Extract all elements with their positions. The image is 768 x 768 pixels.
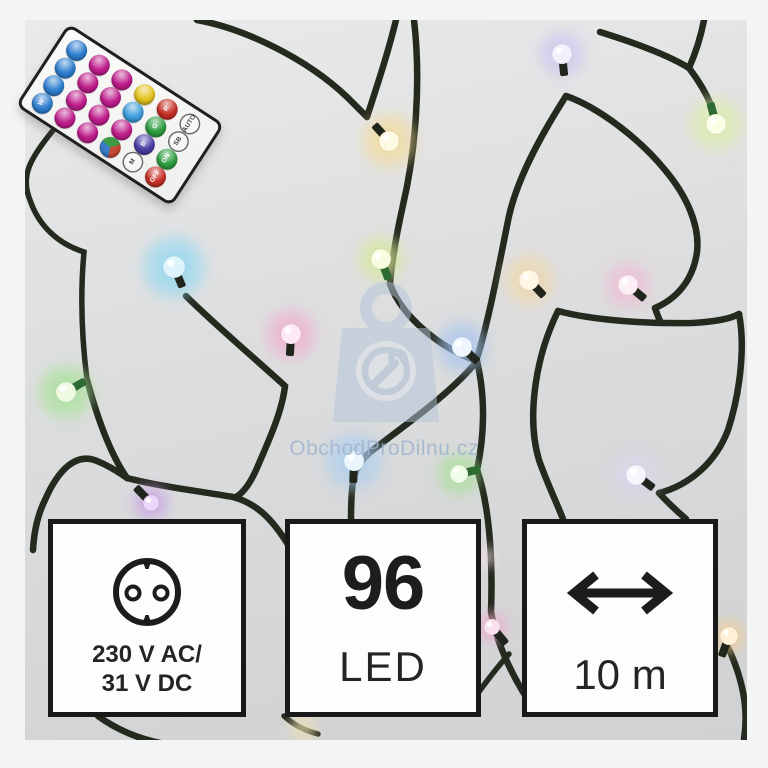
wire-segment bbox=[363, 20, 400, 121]
wire-segment bbox=[193, 20, 371, 121]
wire-segment bbox=[25, 125, 90, 383]
remote-button-label: OFF bbox=[148, 168, 162, 185]
remote-button-label: G bbox=[150, 122, 160, 131]
remote-button-label: M bbox=[127, 157, 137, 166]
led-bulb bbox=[538, 30, 586, 78]
led-bulb bbox=[133, 485, 169, 521]
led-bulb bbox=[265, 308, 317, 360]
led-bulb bbox=[503, 254, 555, 306]
wire-segment bbox=[562, 92, 701, 312]
led-bulb bbox=[612, 451, 660, 499]
wire-segment bbox=[596, 28, 693, 72]
led-bulb bbox=[436, 321, 488, 373]
wire-segment bbox=[685, 20, 708, 72]
led-count-value: 96 bbox=[341, 541, 426, 626]
remote-button-label: R bbox=[162, 104, 171, 113]
wire-segment bbox=[473, 357, 487, 474]
led-bulb bbox=[142, 235, 206, 299]
led-bulb bbox=[437, 452, 481, 496]
led-bulbs-layer bbox=[38, 30, 747, 740]
remote-button-label: W bbox=[37, 98, 47, 108]
info-box-power: 230 V AC/ 31 V DC bbox=[48, 519, 246, 717]
remote-button-label: AUTO bbox=[181, 113, 198, 134]
double-arrow-icon bbox=[560, 558, 680, 628]
led-bulb bbox=[711, 618, 747, 658]
led-bulb bbox=[476, 611, 509, 646]
wire-segment bbox=[655, 489, 690, 523]
remote-button-label: ON bbox=[160, 152, 173, 165]
info-box-length: 10 m bbox=[522, 519, 718, 717]
wire-segment bbox=[182, 292, 289, 501]
wire-segment bbox=[655, 310, 745, 497]
led-glow bbox=[289, 714, 317, 740]
power-value-line2: 31 V DC bbox=[101, 670, 193, 697]
led-bulb bbox=[38, 364, 94, 420]
led-bulb bbox=[688, 96, 744, 152]
length-value: 10 m bbox=[573, 651, 667, 698]
led-count-unit: LED bbox=[339, 643, 427, 690]
wire-segment bbox=[554, 307, 743, 327]
wire-segment bbox=[530, 307, 567, 523]
led-bulb bbox=[324, 431, 384, 491]
wire-segment bbox=[473, 92, 570, 362]
remote-button-label: B bbox=[139, 140, 148, 149]
power-socket-icon bbox=[106, 546, 188, 638]
wire-segment bbox=[29, 455, 131, 554]
led-bulb bbox=[357, 235, 405, 283]
led-bulb bbox=[361, 113, 417, 169]
led-bulb bbox=[604, 261, 652, 309]
info-box-led-count: 96 LED bbox=[285, 519, 481, 717]
wire-segment bbox=[723, 641, 747, 740]
power-value-line1: 230 V AC/ bbox=[92, 641, 202, 668]
remote-button-label: SB bbox=[172, 135, 184, 148]
led-glow bbox=[477, 547, 497, 567]
wire-segment bbox=[94, 712, 163, 740]
